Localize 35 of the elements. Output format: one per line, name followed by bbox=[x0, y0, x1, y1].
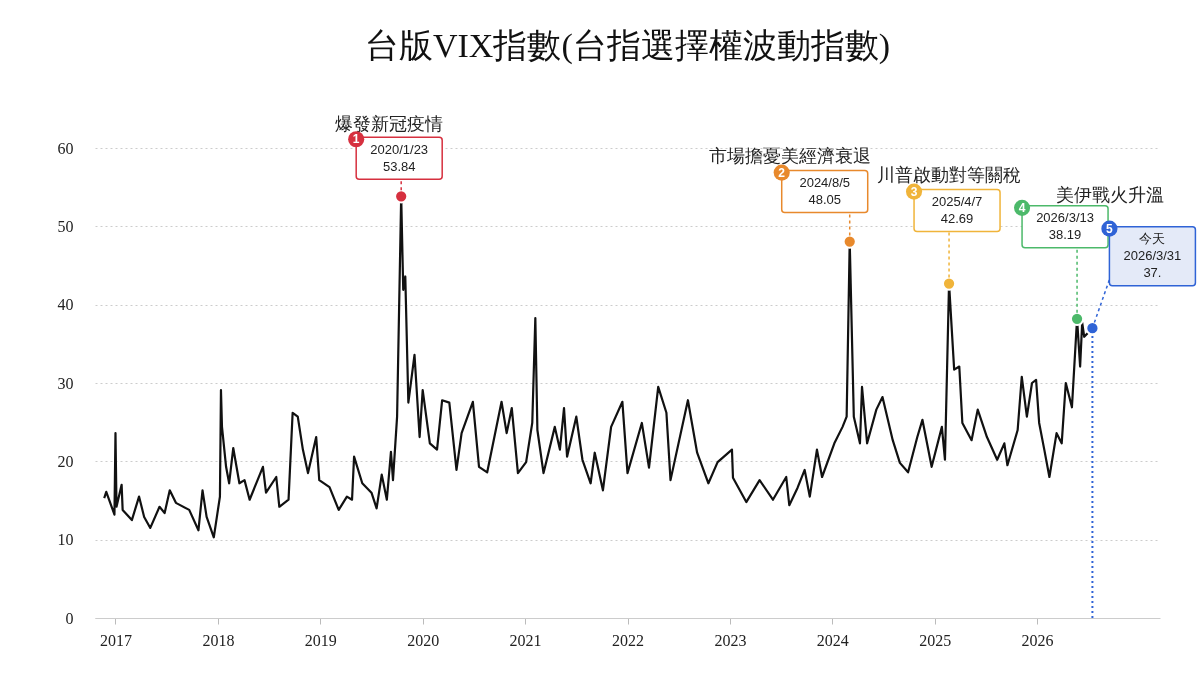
x-tick-label: 2018 bbox=[202, 631, 235, 649]
y-tick-label: 0 bbox=[65, 609, 74, 627]
y-tick-label: 60 bbox=[57, 139, 74, 157]
y-tick-label: 30 bbox=[57, 374, 74, 392]
annotation: 2026/3/13 38.19 bbox=[1036, 210, 1094, 243]
x-tick-label: 2017 bbox=[99, 631, 132, 649]
chart-title: 台版VIX指數(台指選擇權波動指數) bbox=[364, 27, 891, 66]
y-tick-label: 40 bbox=[57, 296, 74, 314]
annotation: 川普啟動對等關稅 bbox=[877, 164, 1022, 185]
annotation: 4 bbox=[1018, 200, 1026, 215]
annotation: 2020/1/23 53.84 bbox=[370, 141, 429, 174]
annotation: 美伊戰火升溫 bbox=[1056, 184, 1165, 205]
x-tick-label: 2025 bbox=[919, 631, 952, 649]
point bbox=[1085, 321, 1100, 336]
y-tick-label: 10 bbox=[57, 531, 74, 549]
y-tick-label: 50 bbox=[57, 217, 74, 235]
x-tick-label: 2020 bbox=[407, 631, 440, 649]
point bbox=[394, 189, 409, 204]
annotation: 5 bbox=[1106, 221, 1114, 236]
annotation: 市場擔憂美經濟衰退 bbox=[708, 145, 871, 166]
x-tick-label: 2021 bbox=[509, 631, 542, 649]
annotation: 3 bbox=[910, 184, 918, 199]
annotation: 2 bbox=[778, 165, 786, 180]
text: 爆發新冠疫情 bbox=[335, 114, 444, 135]
x-tick-label: 2024 bbox=[816, 631, 849, 649]
x-tick-label: 2026 bbox=[1021, 631, 1054, 649]
annotation: 2024/8/5 48.05 bbox=[799, 175, 851, 208]
annotation: 今天 2026/3/31 37. bbox=[1123, 231, 1182, 281]
text: 1 bbox=[352, 132, 360, 147]
annotation: 2025/4/7 42.69 bbox=[931, 194, 983, 227]
point bbox=[842, 234, 857, 249]
y-tick-label: 20 bbox=[57, 452, 74, 470]
x-tick-label: 2022 bbox=[612, 631, 644, 649]
x-tick-label: 2019 bbox=[304, 631, 337, 649]
x-tick-label: 2023 bbox=[714, 631, 747, 649]
